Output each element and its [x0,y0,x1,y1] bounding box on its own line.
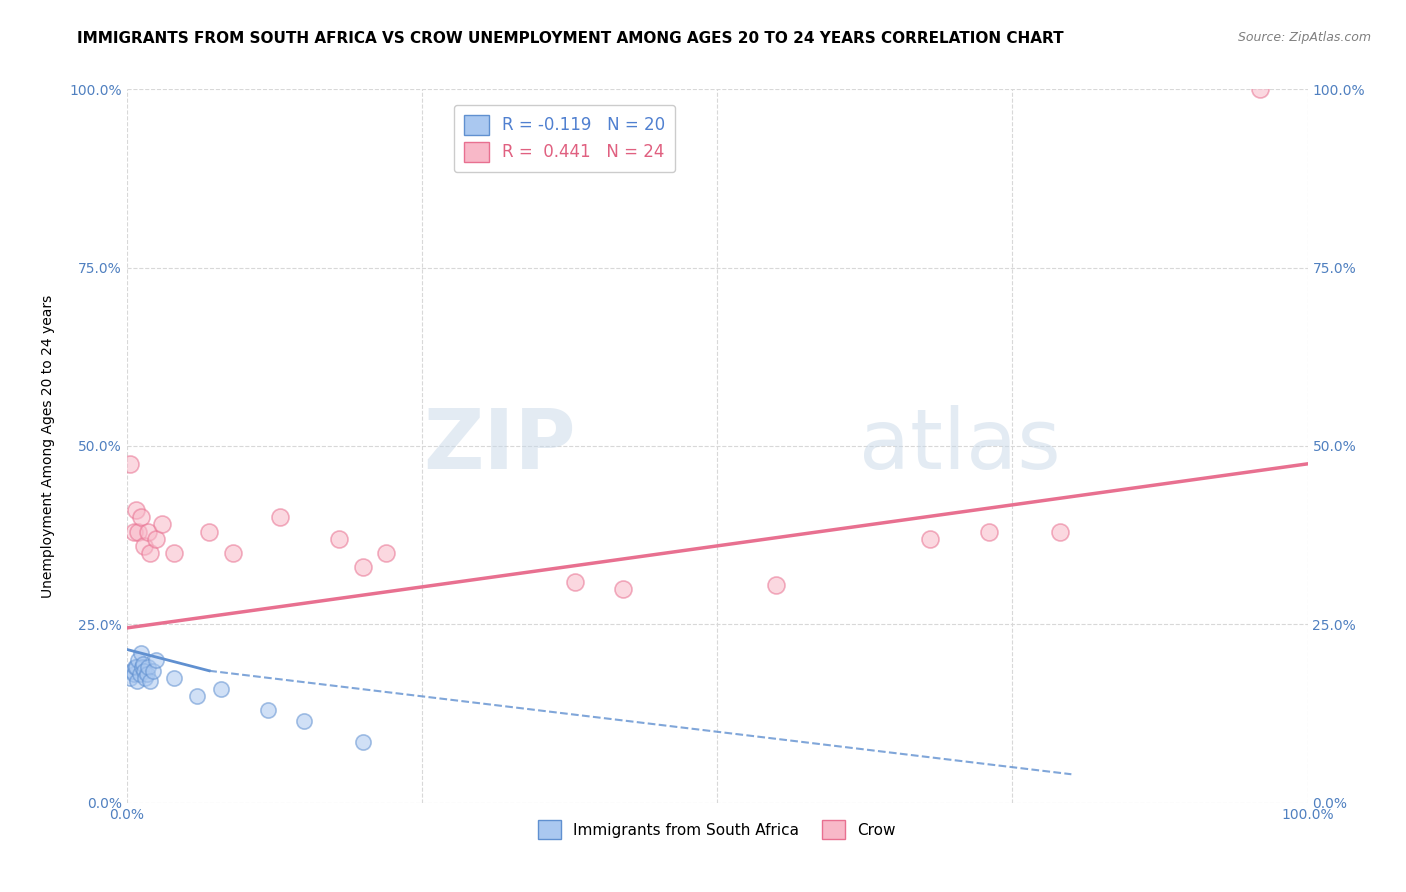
Point [134,539,156,553]
Point [328,532,350,546]
Point [150,517,173,532]
Text: IMMIGRANTS FROM SOUTH AFRICA VS CROW UNEMPLOYMENT AMONG AGES 20 TO 24 YEARS CORR: IMMIGRANTS FROM SOUTH AFRICA VS CROW UNE… [77,31,1064,46]
Point [257,703,280,717]
Point [125,660,148,674]
Point [186,689,208,703]
Y-axis label: Unemployment Among Ages 20 to 24 years: Unemployment Among Ages 20 to 24 years [41,294,55,598]
Point [145,532,167,546]
Point [128,667,150,681]
Point [127,653,149,667]
Text: atlas: atlas [859,406,1060,486]
Point [977,524,1000,539]
Point [375,546,398,560]
Point [163,671,186,685]
Point [564,574,586,589]
Point [129,510,152,524]
Point [145,653,167,667]
Point [129,646,152,660]
Point [134,664,156,678]
Point [1249,82,1271,96]
Text: ZIP: ZIP [423,406,575,486]
Point [163,546,186,560]
Point [120,671,142,685]
Point [134,671,156,685]
Point [135,667,157,681]
Point [612,582,634,596]
Point [136,524,159,539]
Point [222,546,245,560]
Point [139,674,162,689]
Point [139,546,162,560]
Point [198,524,221,539]
Point [122,667,145,681]
Point [120,457,142,471]
Point [132,657,155,671]
Point [136,660,159,674]
Point [269,510,291,524]
Legend: Immigrants from South Africa, Crow: Immigrants from South Africa, Crow [531,814,903,845]
Point [127,524,149,539]
Point [765,578,787,592]
Point [127,674,149,689]
Text: Source: ZipAtlas.com: Source: ZipAtlas.com [1237,31,1371,45]
Point [292,714,315,728]
Point [125,503,148,517]
Point [121,664,143,678]
Point [131,660,153,674]
Point [352,560,374,574]
Point [1049,524,1071,539]
Point [141,664,163,678]
Point [209,681,232,696]
Point [918,532,941,546]
Point [122,524,145,539]
Point [124,660,146,674]
Point [352,735,374,749]
